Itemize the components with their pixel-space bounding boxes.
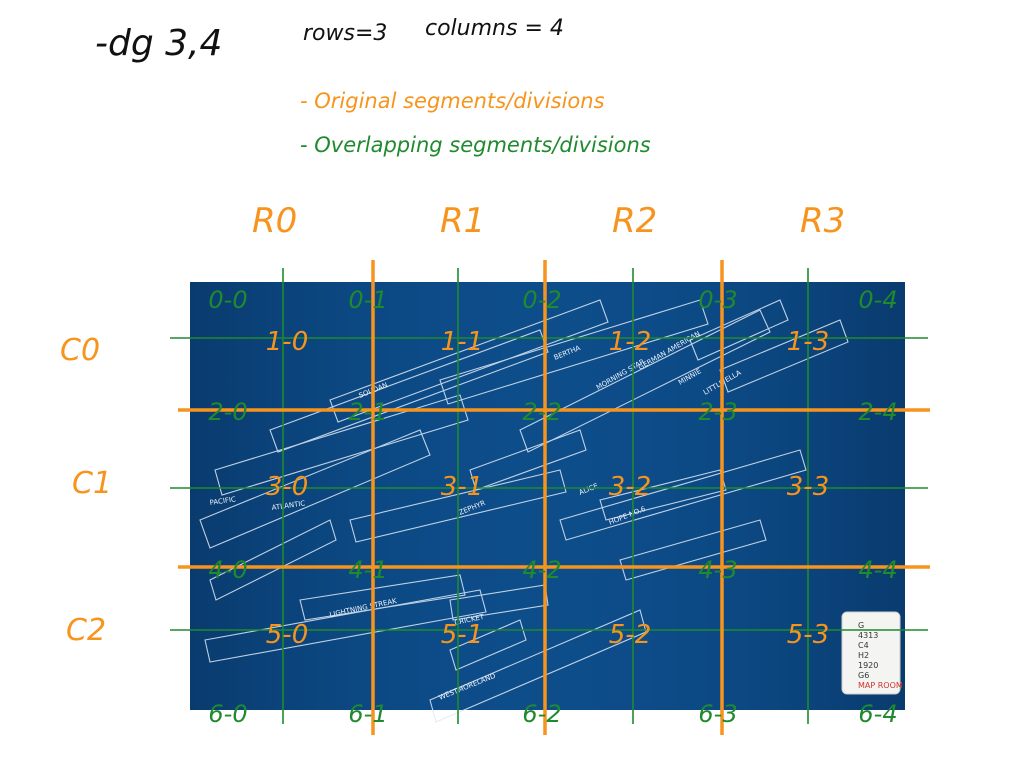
cell-label: 3-3 <box>787 472 829 502</box>
cell-label: 2-0 <box>208 398 247 426</box>
cell-label: 6-2 <box>522 700 561 728</box>
row-header: R2 <box>612 201 657 241</box>
legend-overlapping: - Overlapping segments/divisions <box>300 133 651 157</box>
cell-label: 0-3 <box>698 286 737 314</box>
cell-label: 3-0 <box>266 472 308 502</box>
cell-label: 6-1 <box>348 700 387 728</box>
cell-label: 4-2 <box>522 556 561 584</box>
cell-label: 2-3 <box>698 398 737 426</box>
column-header: C0 <box>60 333 100 368</box>
columns-text: columns = 4 <box>425 16 564 41</box>
cell-label: 5-1 <box>441 620 483 650</box>
map-parcel <box>329 299 609 423</box>
cell-label: 1-0 <box>266 327 308 357</box>
cell-label: 6-3 <box>698 700 737 728</box>
cell-label: 5-3 <box>787 620 829 650</box>
row-headers: R0 R1 R2 R3 <box>252 201 845 241</box>
row-header: R1 <box>440 201 485 241</box>
map-parcel <box>199 429 431 549</box>
column-header: C1 <box>72 466 112 501</box>
stamp-card <box>841 611 901 695</box>
cell-label: 1-2 <box>609 327 651 357</box>
map-parcel <box>599 469 727 521</box>
cell-label: 3-2 <box>609 472 651 502</box>
map-parcel <box>429 609 647 723</box>
cell-label: 0-0 <box>208 286 247 314</box>
cell-label: 5-0 <box>266 620 308 650</box>
overlapping-division-lines <box>170 268 928 724</box>
cell-label: 5-2 <box>609 620 651 650</box>
cell-label: 0-4 <box>858 286 897 314</box>
cell-label: 1-3 <box>787 327 829 357</box>
cell-label: 6-4 <box>858 700 897 728</box>
stamp-line: G <box>858 621 864 630</box>
map-parcel <box>439 299 709 405</box>
cell-label: 2-4 <box>858 398 897 426</box>
mining-claim-parcels <box>199 299 849 723</box>
map-parcel <box>619 519 767 581</box>
stamp-line: MAP ROOM <box>858 681 903 690</box>
command-text: -dg 3,4 <box>95 23 222 64</box>
column-headers: C0 C1 C2 <box>60 333 112 648</box>
row-header: R3 <box>800 201 845 241</box>
map-parcel <box>449 584 549 621</box>
cell-label: 4-0 <box>208 556 247 584</box>
cell-label: 2-1 <box>348 398 387 426</box>
map-parcel <box>349 469 567 543</box>
cell-label: 6-0 <box>208 700 247 728</box>
cell-label: 3-1 <box>441 472 483 502</box>
map-parcel <box>519 309 771 453</box>
map-parcel <box>719 319 849 393</box>
map-parcel <box>214 394 469 496</box>
cell-label: 4-1 <box>348 556 387 584</box>
row-header: R0 <box>252 201 297 241</box>
rows-text: rows=3 <box>303 21 387 46</box>
stamp-line: H2 <box>858 651 869 660</box>
cell-label: 1-1 <box>441 327 483 357</box>
legend-original: - Original segments/divisions <box>300 89 605 113</box>
map-parcel <box>689 299 789 361</box>
map-parcel <box>299 574 466 621</box>
map-parcel <box>559 449 807 541</box>
stamp-line: C4 <box>858 641 869 650</box>
map-parcel <box>269 329 549 453</box>
cell-label: 0-2 <box>522 286 561 314</box>
original-division-lines <box>178 260 930 735</box>
stamp-line: 1920 <box>858 661 878 670</box>
cell-label: 4-4 <box>858 556 897 584</box>
cell-labels: 0-0 0-1 0-2 0-3 0-4 1-0 1-1 1-2 1-3 2-0 2-1 2-2 2-3 2… <box>208 286 897 728</box>
stamp-line: G6 <box>858 671 869 680</box>
cell-label: 2-2 <box>522 398 561 426</box>
map-claim-label: PACIFIC <box>209 495 236 507</box>
column-header: C2 <box>66 613 106 648</box>
cell-label: 0-1 <box>348 286 387 314</box>
cell-label: 4-3 <box>698 556 737 584</box>
map-parcel <box>209 519 337 601</box>
stamp-line: 4313 <box>858 631 878 640</box>
